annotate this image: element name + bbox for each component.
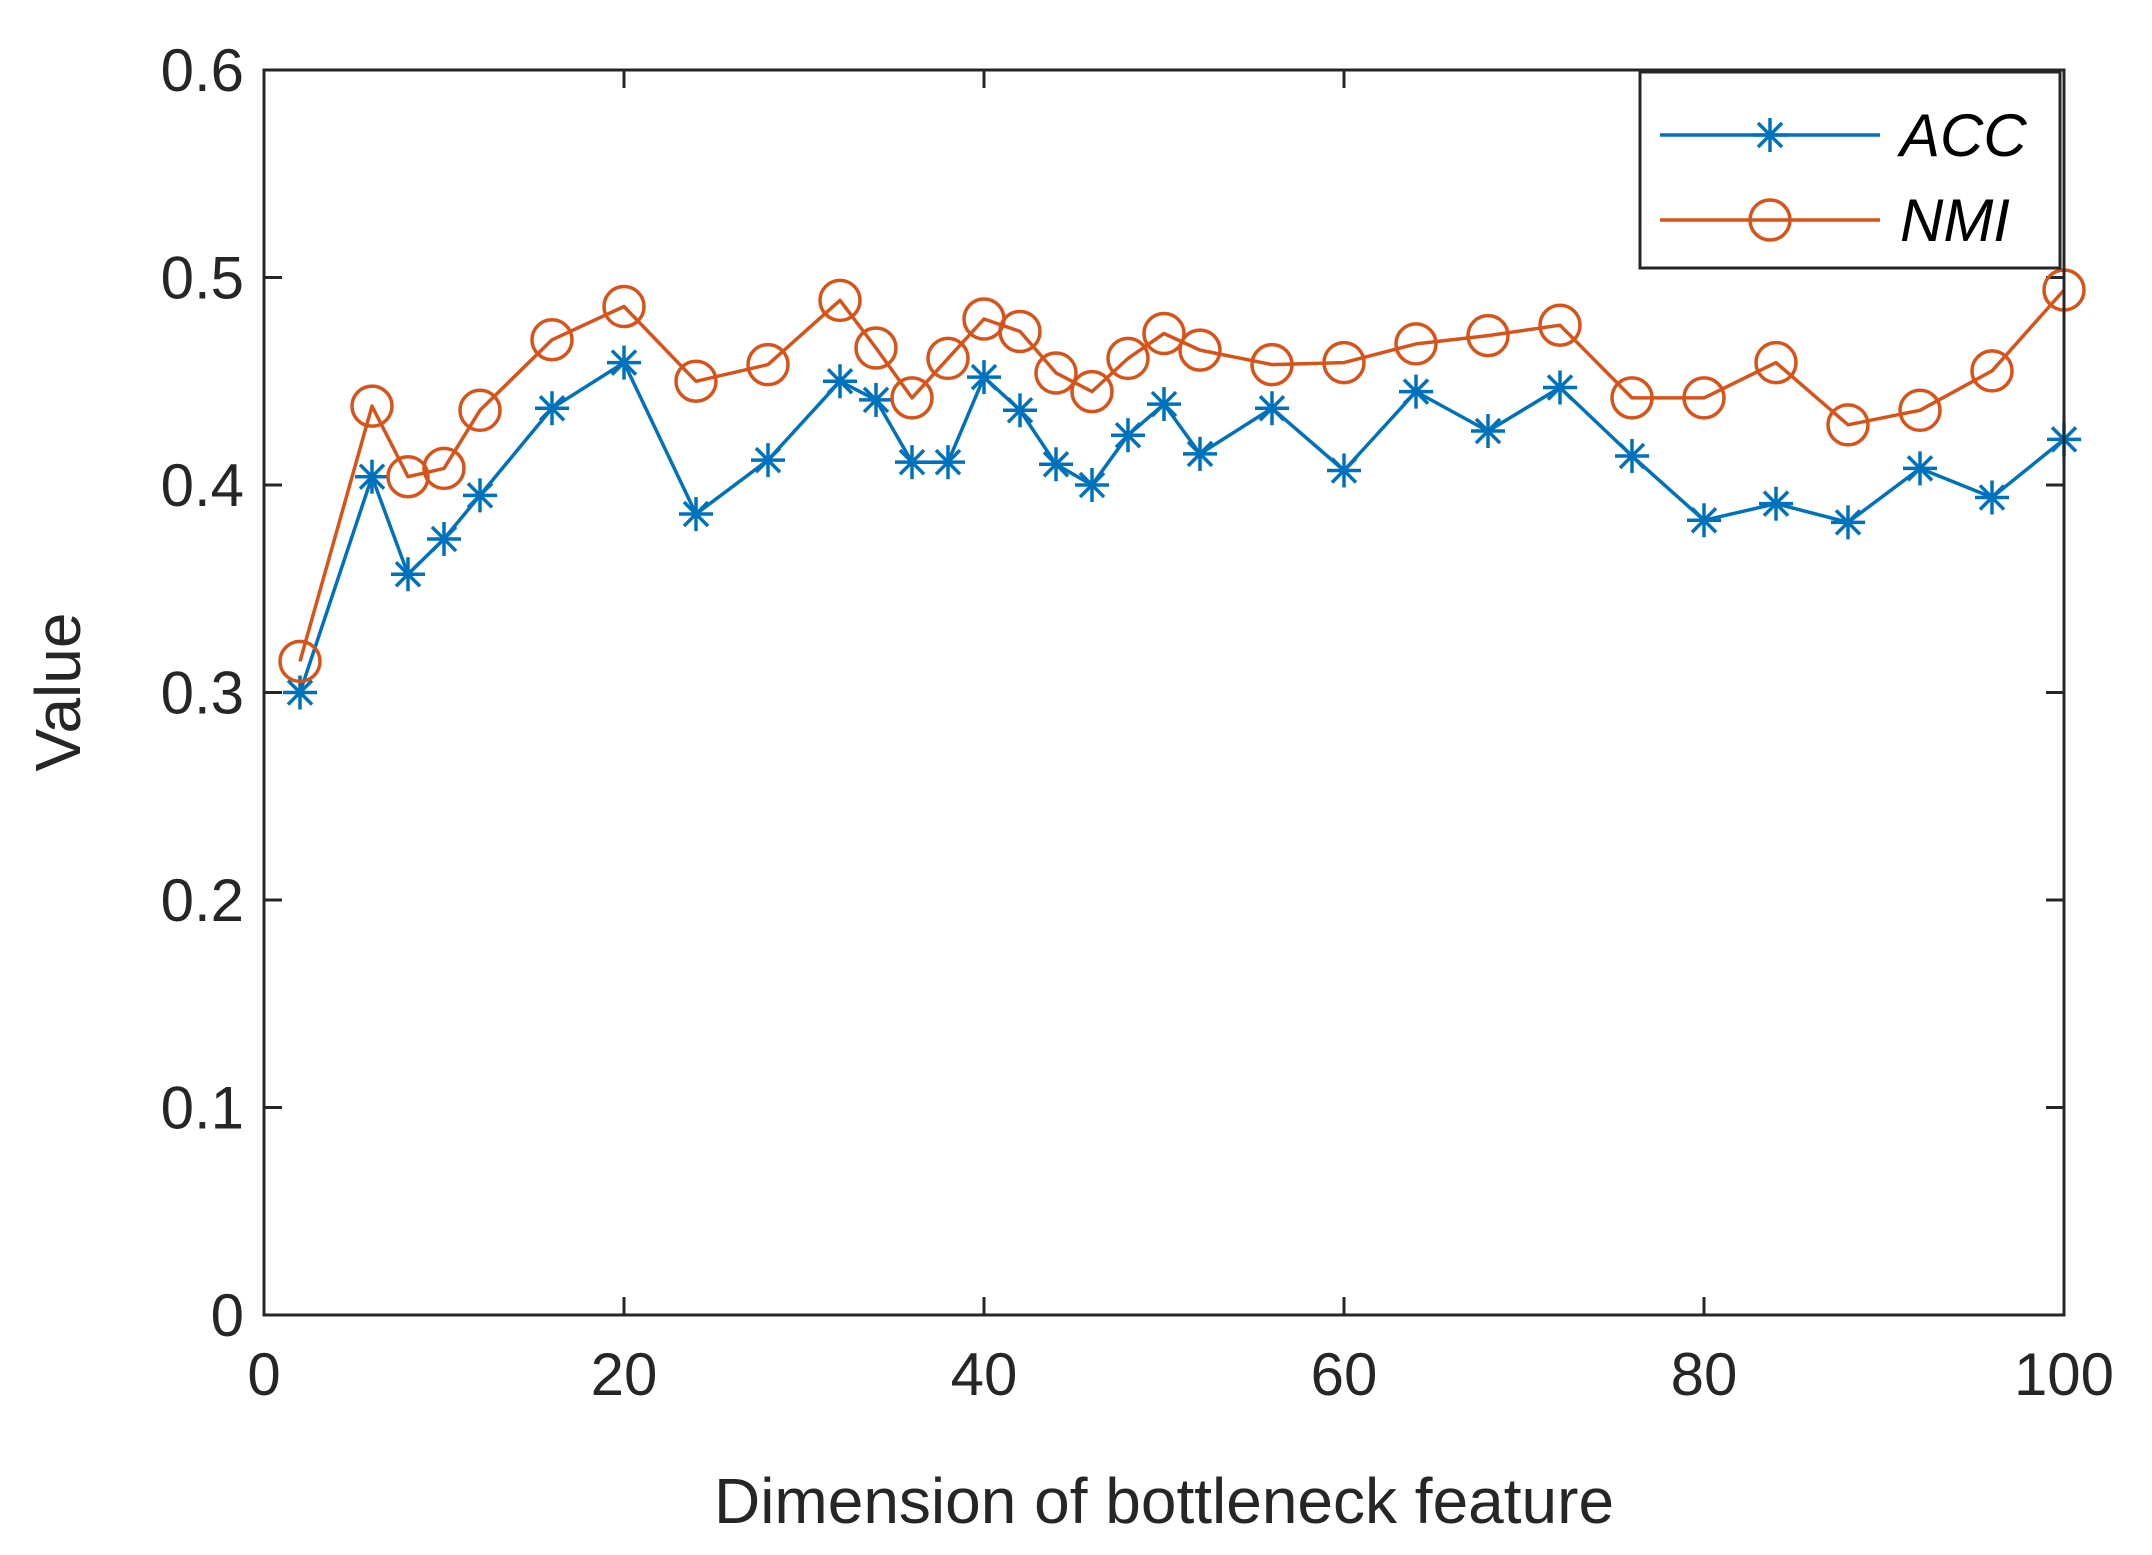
nmi-point <box>350 384 394 428</box>
y-tick-label: 0.1 <box>161 1075 244 1142</box>
series-acc <box>283 345 2081 710</box>
nmi-point <box>278 639 322 684</box>
acc-point <box>1399 374 1433 409</box>
nmi-point <box>1826 403 1870 447</box>
acc-point <box>1147 387 1181 422</box>
legend: ACC NMI <box>1638 70 2062 270</box>
acc-point <box>607 345 641 380</box>
acc-point <box>1183 436 1217 471</box>
acc-point <box>1003 393 1037 428</box>
legend-acc-label: ACC <box>1897 102 2027 169</box>
y-tick-label: 0.6 <box>161 37 244 104</box>
acc-point <box>1615 438 1649 473</box>
x-tick-label: 0 <box>247 1341 280 1408</box>
acc-point <box>1075 468 1109 502</box>
acc-point <box>895 445 929 480</box>
nmi-point <box>1034 351 1078 395</box>
tick-labels: 0 20 40 60 80 100 0 0.1 0.2 0.3 0.4 0.5 0.6 <box>161 37 2114 1408</box>
legend-acc-marker <box>1753 118 1787 152</box>
plot-frame <box>262 68 2066 1317</box>
x-tick-label: 60 <box>1311 1341 1378 1408</box>
acc-point <box>1255 391 1289 426</box>
nmi-point <box>890 376 934 420</box>
y-tick-label: 0.5 <box>161 245 244 312</box>
acc-point <box>427 521 461 556</box>
nmi-point <box>1322 340 1366 385</box>
nmi-point <box>1070 369 1114 414</box>
series-nmi <box>278 268 2086 684</box>
legend-nmi-label: NMI <box>1900 187 2010 254</box>
y-tick-label: 0.4 <box>161 452 244 519</box>
y-tick-label: 0 <box>211 1282 244 1349</box>
acc-point <box>1039 447 1073 482</box>
acc-point <box>391 557 425 592</box>
legend-box <box>1638 70 2062 270</box>
x-axis-title: Dimension of bottleneck feature <box>714 1465 1614 1537</box>
y-axis-title: Value <box>22 613 94 772</box>
x-tick-label: 80 <box>1671 1341 1738 1408</box>
acc-point <box>1759 486 1793 521</box>
acc-point <box>1831 505 1865 540</box>
acc-point <box>1111 418 1145 453</box>
nmi-point <box>1250 342 1294 387</box>
x-tick-label: 40 <box>951 1341 1018 1408</box>
nmi-point <box>1610 376 1654 420</box>
acc-point <box>1327 453 1361 488</box>
nmi-point <box>422 446 466 491</box>
acc-point <box>1975 480 2009 515</box>
legend-nmi-marker <box>1748 198 1792 242</box>
acc-point <box>751 443 785 478</box>
acc-point <box>931 445 965 480</box>
nmi-point <box>998 309 1042 354</box>
nmi-point <box>926 336 970 381</box>
nmi-point <box>458 388 502 433</box>
acc-point <box>679 497 713 532</box>
acc-point <box>463 478 497 513</box>
acc-point <box>283 675 317 710</box>
nmi-point <box>1682 376 1726 420</box>
nmi-point <box>1754 340 1798 385</box>
nmi-point <box>1106 336 1150 381</box>
legend-entries: ACC NMI <box>1660 102 2027 254</box>
nmi-point <box>386 454 430 499</box>
nmi-point <box>1466 313 1510 358</box>
acc-point <box>1687 503 1721 538</box>
acc-point <box>1543 370 1577 405</box>
plot-area <box>264 70 2064 1315</box>
nmi-point <box>1898 388 1942 433</box>
x-tick-label: 100 <box>2014 1341 2114 1408</box>
nmi-point <box>1178 328 1222 372</box>
acc-point <box>823 364 857 399</box>
x-tick-label: 20 <box>591 1341 658 1408</box>
nmi-point <box>1538 303 1582 347</box>
nmi-point <box>602 284 646 329</box>
nmi-point <box>818 278 862 323</box>
acc-point <box>967 360 1001 395</box>
nmi-point <box>674 359 718 403</box>
nmi-point <box>854 326 898 370</box>
nmi-point <box>746 342 790 387</box>
acc-point <box>1903 451 1937 486</box>
y-tick-label: 0.2 <box>161 867 244 934</box>
series-layer <box>278 268 2086 710</box>
acc-point <box>1471 414 1505 449</box>
y-tick-label: 0.3 <box>161 660 244 727</box>
nmi-point <box>530 318 574 362</box>
nmi-point <box>1970 349 2014 393</box>
acc-point <box>535 391 569 426</box>
nmi-point <box>1142 311 1186 356</box>
nmi-point <box>1394 322 1438 366</box>
acc-point <box>859 382 893 417</box>
acc-point <box>355 459 389 494</box>
